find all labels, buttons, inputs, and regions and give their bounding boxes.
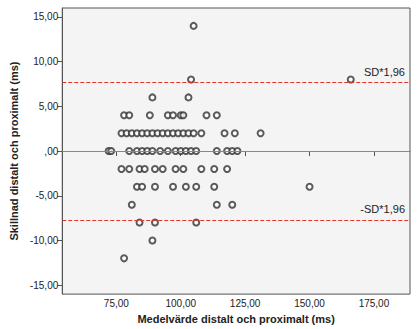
svg-text:10,00: 10,00 xyxy=(33,56,58,67)
svg-text:5,00: 5,00 xyxy=(39,101,59,112)
svg-text:125,00: 125,00 xyxy=(230,298,261,309)
svg-text:175,00: 175,00 xyxy=(359,298,390,309)
svg-text:15,00: 15,00 xyxy=(33,11,58,22)
svg-text:100,00: 100,00 xyxy=(165,298,196,309)
svg-text:SD*1,96: SD*1,96 xyxy=(364,66,405,78)
svg-text:-5,00: -5,00 xyxy=(35,190,58,201)
svg-text:150,00: 150,00 xyxy=(294,298,325,309)
svg-text:-15,00: -15,00 xyxy=(30,280,59,291)
svg-text:,00: ,00 xyxy=(44,146,58,157)
svg-text:-SD*1,96: -SD*1,96 xyxy=(360,203,405,215)
svg-text:75,00: 75,00 xyxy=(104,298,129,309)
svg-text:Medelvärde distalt och proxima: Medelvärde distalt och proximalt (ms) xyxy=(137,313,335,325)
svg-text:-10,00: -10,00 xyxy=(30,235,59,246)
svg-text:Skillnad distalt och proximalt: Skillnad distalt och proximalt (ms) xyxy=(8,61,20,240)
